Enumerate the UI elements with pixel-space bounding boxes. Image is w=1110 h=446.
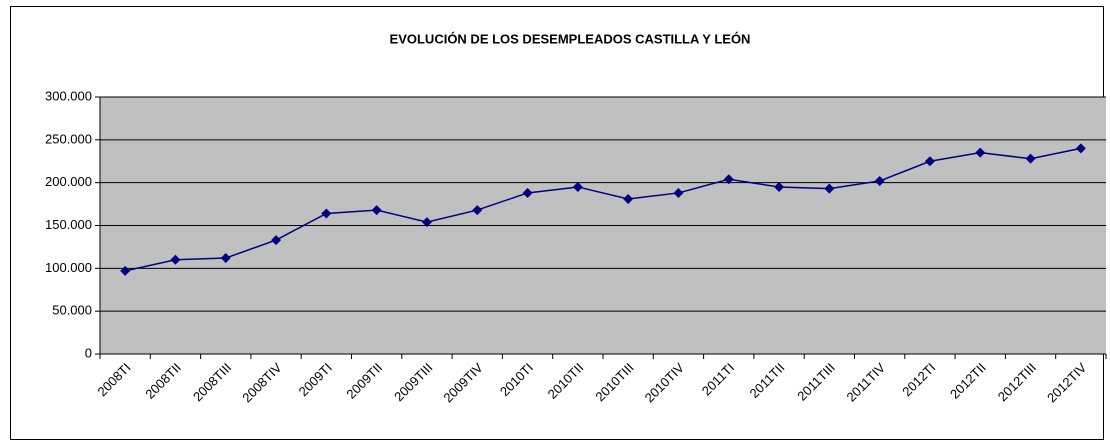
marker bbox=[271, 235, 282, 246]
y-tick-label: 250.000 bbox=[45, 131, 92, 146]
marker bbox=[623, 193, 634, 204]
marker bbox=[220, 253, 231, 264]
marker bbox=[874, 175, 885, 186]
marker bbox=[924, 156, 935, 167]
marker bbox=[824, 183, 835, 194]
chart-title: EVOLUCIÓN DE LOS DESEMPLEADOS CASTILLA Y… bbox=[390, 31, 751, 46]
y-tick-label: 100.000 bbox=[45, 260, 92, 275]
marker bbox=[975, 147, 986, 158]
marker bbox=[321, 208, 332, 219]
marker bbox=[170, 254, 181, 265]
y-tick-label: 150.000 bbox=[45, 217, 92, 232]
y-tick-label: 50.000 bbox=[52, 303, 92, 318]
y-tick-label: 0 bbox=[85, 345, 92, 360]
marker bbox=[1025, 153, 1036, 164]
marker bbox=[371, 205, 382, 216]
marker bbox=[572, 181, 583, 192]
series-line bbox=[124, 147, 1082, 272]
marker bbox=[774, 181, 785, 192]
marker bbox=[723, 174, 734, 185]
marker bbox=[1075, 143, 1086, 154]
marker bbox=[120, 265, 131, 276]
marker bbox=[472, 205, 483, 216]
marker bbox=[522, 187, 533, 198]
marker bbox=[673, 187, 684, 198]
marker bbox=[421, 217, 432, 228]
y-tick-label: 300.000 bbox=[45, 88, 92, 103]
y-tick-label: 200.000 bbox=[45, 174, 92, 189]
